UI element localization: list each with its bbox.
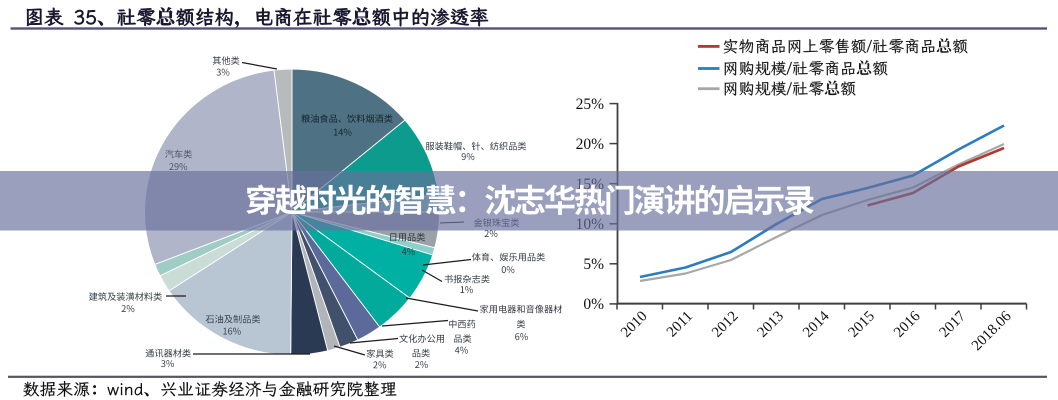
svg-text:2010: 2010 (618, 308, 651, 341)
svg-text:2012: 2012 (709, 308, 742, 341)
svg-text:2013: 2013 (755, 308, 788, 341)
svg-text:2018.06: 2018.06 (969, 308, 1015, 354)
svg-text:20%: 20% (576, 136, 605, 153)
svg-text:2017: 2017 (937, 308, 970, 341)
svg-text:5%: 5% (583, 256, 604, 273)
svg-text:2016: 2016 (891, 308, 924, 341)
svg-text:2011: 2011 (664, 308, 696, 340)
svg-text:2015: 2015 (846, 308, 879, 341)
svg-text:0%: 0% (583, 296, 604, 313)
svg-text:2014: 2014 (800, 308, 833, 341)
svg-text:25%: 25% (576, 96, 605, 113)
